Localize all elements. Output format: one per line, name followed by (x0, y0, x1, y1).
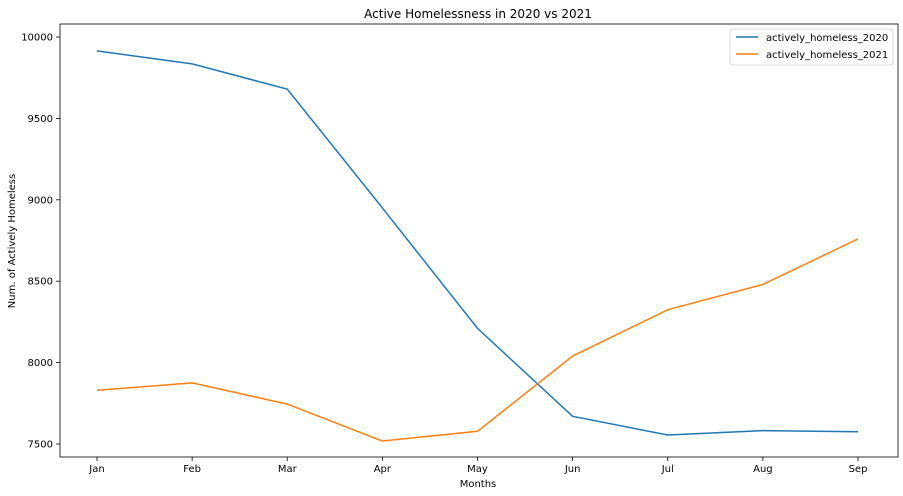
x-axis-label: Months (460, 479, 497, 490)
x-tick-label: May (467, 464, 488, 475)
y-tick-label: 8500 (28, 277, 53, 288)
x-tick-label: Aug (753, 464, 773, 475)
y-axis-label: Num. of Actively Homeless (7, 174, 18, 308)
y-tick-label: 9500 (28, 114, 53, 125)
y-tick-label: 7500 (28, 439, 53, 450)
y-tick-label: 10000 (21, 33, 53, 44)
legend-label-2020: actively_homeless_2020 (766, 33, 888, 44)
plot-area (59, 23, 899, 458)
x-tick-label: Jul (661, 464, 674, 475)
chart-title: Active Homelessness in 2020 vs 2021 (364, 7, 592, 21)
y-axis-ticks: 7500 8000 8500 9000 9500 10000 (21, 33, 60, 450)
series-line-actively_homeless_2020 (96, 50, 859, 436)
series-line-actively_homeless_2021 (96, 238, 859, 442)
x-tick-label: Jan (88, 464, 104, 475)
x-tick-label: Jun (564, 464, 581, 475)
x-tick-label: Apr (374, 464, 392, 475)
legend: actively_homeless_2020 actively_homeless… (729, 28, 894, 66)
x-tick-label: Feb (183, 464, 201, 475)
legend-box (729, 28, 894, 66)
x-tick-label: Sep (849, 464, 868, 475)
y-tick-label: 9000 (28, 195, 53, 206)
series-lines (96, 50, 859, 442)
legend-label-2021: actively_homeless_2021 (766, 50, 888, 61)
x-tick-label: Mar (278, 464, 298, 475)
x-axis-ticks: Jan Feb Mar Apr May Jun Jul Aug Sep (88, 457, 867, 475)
y-tick-label: 8000 (28, 358, 53, 369)
